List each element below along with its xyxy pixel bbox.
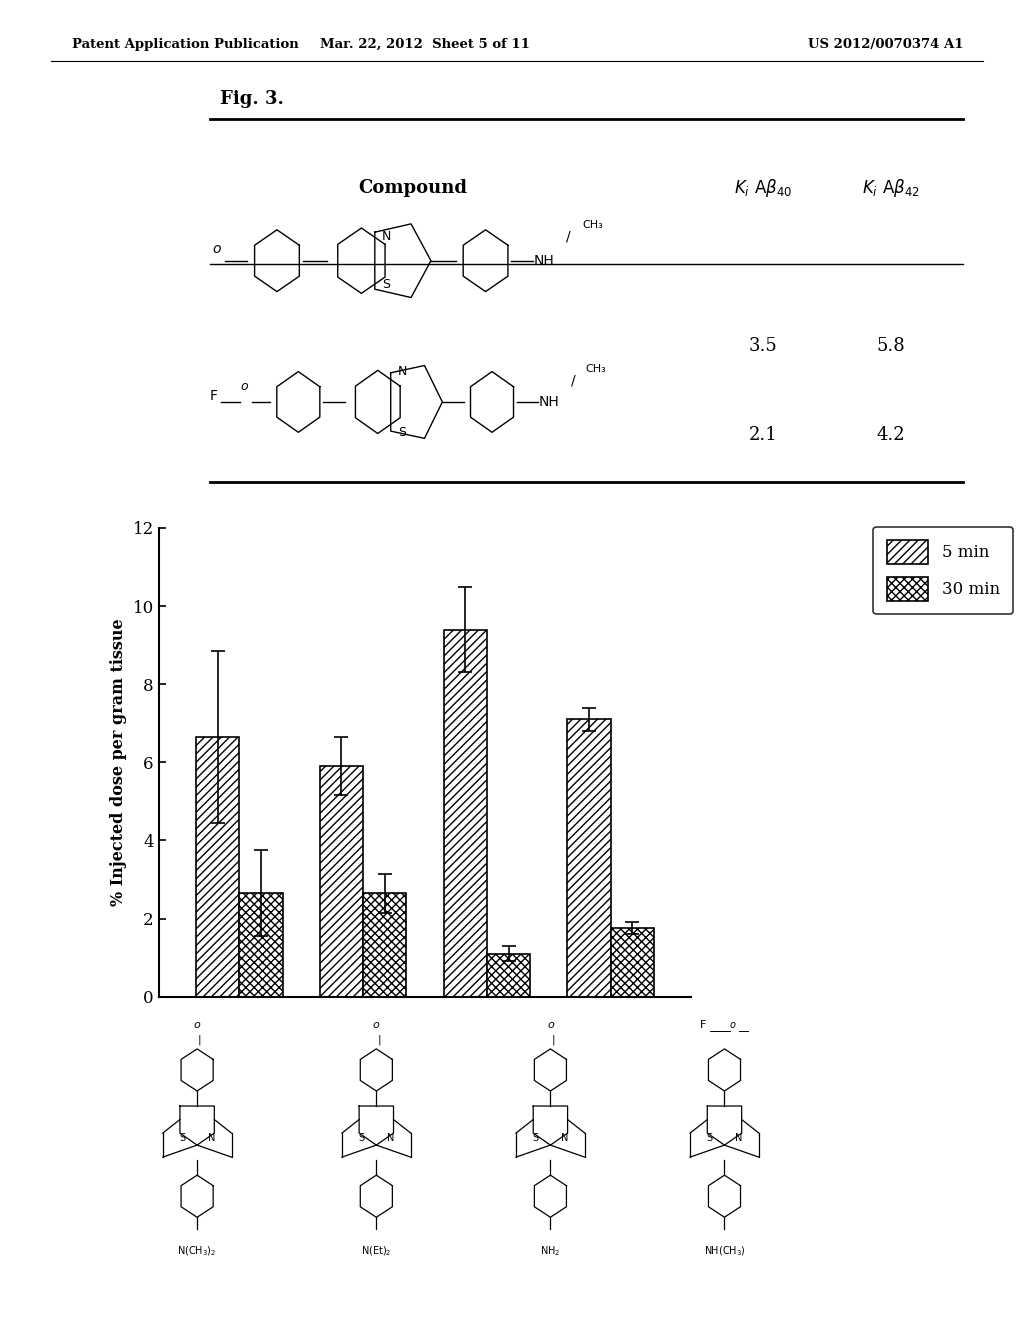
Text: |: |: [198, 1035, 202, 1045]
Text: 5.8: 5.8: [877, 337, 905, 355]
Text: o: o: [729, 1020, 735, 1030]
Bar: [610, 928, 654, 997]
Text: /: /: [571, 374, 575, 388]
Text: o: o: [373, 1020, 380, 1030]
Bar: [364, 894, 407, 997]
Text: NH: NH: [534, 253, 554, 268]
Text: S: S: [382, 279, 390, 290]
Text: Fig. 3.: Fig. 3.: [220, 90, 284, 108]
Text: N: N: [561, 1133, 568, 1143]
Text: N: N: [735, 1133, 742, 1143]
Text: |: |: [551, 1035, 555, 1045]
Text: N: N: [387, 1133, 394, 1143]
Text: /: /: [566, 230, 570, 244]
Bar: [567, 719, 610, 997]
Y-axis label: % Injected dose per gram tissue: % Injected dose per gram tissue: [110, 619, 127, 906]
Text: $\mathrm{N(CH_3)_2}$: $\mathrm{N(CH_3)_2}$: [177, 1245, 217, 1258]
Bar: [486, 953, 530, 997]
Text: Compound: Compound: [358, 178, 468, 197]
Text: S: S: [179, 1133, 185, 1143]
Text: Mar. 22, 2012  Sheet 5 of 11: Mar. 22, 2012 Sheet 5 of 11: [321, 38, 529, 51]
Text: F: F: [210, 389, 218, 403]
Bar: [319, 766, 364, 997]
Text: 2.1: 2.1: [749, 425, 777, 444]
Legend: 5 min, 30 min: 5 min, 30 min: [873, 527, 1013, 614]
Bar: [240, 894, 283, 997]
Text: S: S: [532, 1133, 539, 1143]
Text: o: o: [194, 1020, 201, 1030]
Text: $\mathrm{NH_2}$: $\mathrm{NH_2}$: [541, 1245, 560, 1258]
Text: N: N: [382, 231, 391, 243]
Text: o: o: [212, 242, 221, 256]
Text: US 2012/0070374 A1: US 2012/0070374 A1: [808, 38, 964, 51]
Text: $\mathrm{N(Et)_2}$: $\mathrm{N(Et)_2}$: [361, 1245, 391, 1258]
Text: |: |: [377, 1035, 381, 1045]
Text: CH₃: CH₃: [585, 363, 605, 374]
Text: 4.2: 4.2: [877, 425, 905, 444]
Text: $\mathrm{NH(CH_3)}$: $\mathrm{NH(CH_3)}$: [703, 1245, 745, 1258]
Text: F: F: [700, 1020, 707, 1030]
Text: NH: NH: [539, 395, 559, 409]
Text: $\mathit{K}_i\ \mathrm{A}\beta_{42}$: $\mathit{K}_i\ \mathrm{A}\beta_{42}$: [862, 177, 920, 199]
Text: $\mathit{K}_i\ \mathrm{A}\beta_{40}$: $\mathit{K}_i\ \mathrm{A}\beta_{40}$: [734, 177, 793, 199]
Text: 3.5: 3.5: [749, 337, 777, 355]
Text: CH₃: CH₃: [583, 220, 603, 230]
Text: N: N: [398, 366, 408, 378]
Text: Patent Application Publication: Patent Application Publication: [72, 38, 298, 51]
Text: S: S: [398, 426, 407, 438]
Text: S: S: [707, 1133, 713, 1143]
Text: S: S: [358, 1133, 365, 1143]
Text: N: N: [208, 1133, 215, 1143]
Text: o: o: [241, 380, 249, 393]
Bar: [196, 737, 240, 997]
Bar: [443, 630, 486, 997]
Text: o: o: [547, 1020, 554, 1030]
